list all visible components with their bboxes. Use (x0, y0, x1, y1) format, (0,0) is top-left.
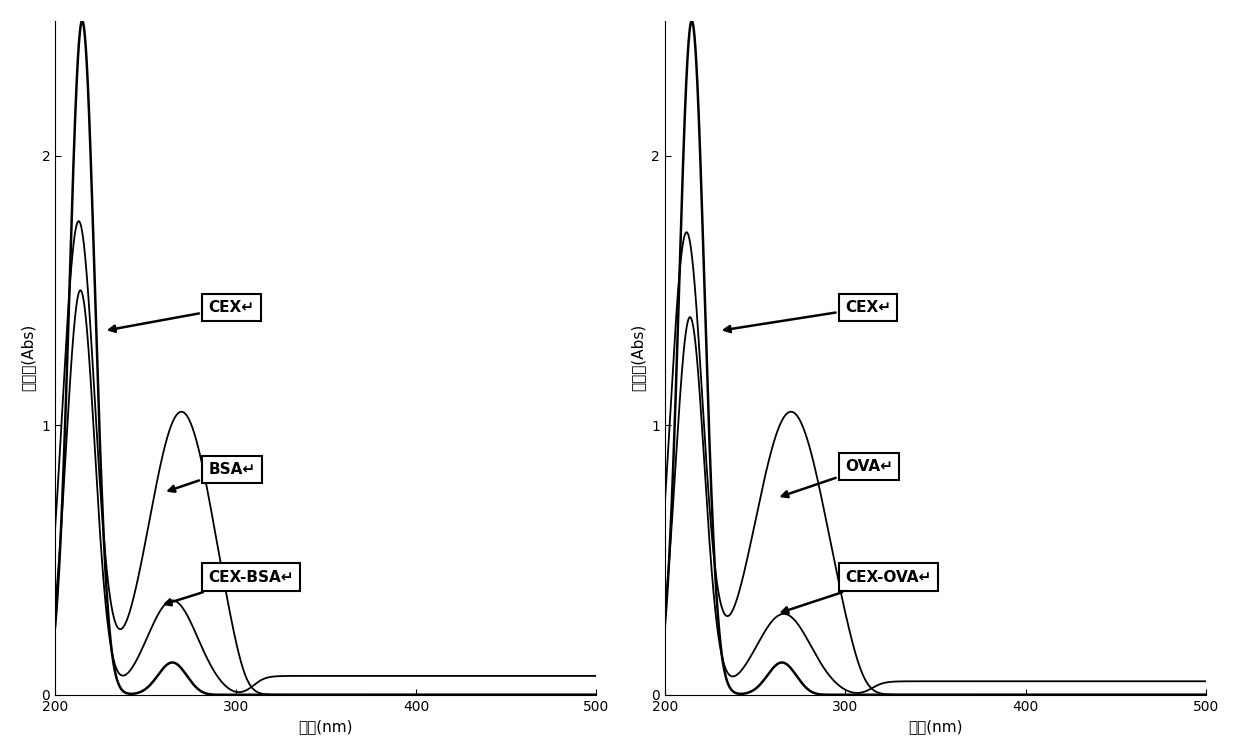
Text: CEX↵: CEX↵ (109, 300, 254, 331)
X-axis label: 波长(nm): 波长(nm) (299, 720, 353, 734)
Y-axis label: 吸光度(Abs): 吸光度(Abs) (630, 324, 645, 391)
Text: CEX-BSA↵: CEX-BSA↵ (165, 569, 294, 606)
X-axis label: 波长(nm): 波长(nm) (908, 720, 962, 734)
Y-axis label: 吸光度(Abs): 吸光度(Abs) (21, 324, 36, 391)
Text: OVA↵: OVA↵ (782, 459, 893, 497)
Text: CEX-OVA↵: CEX-OVA↵ (782, 569, 931, 613)
Text: BSA↵: BSA↵ (169, 462, 255, 492)
Text: CEX↵: CEX↵ (724, 300, 892, 332)
